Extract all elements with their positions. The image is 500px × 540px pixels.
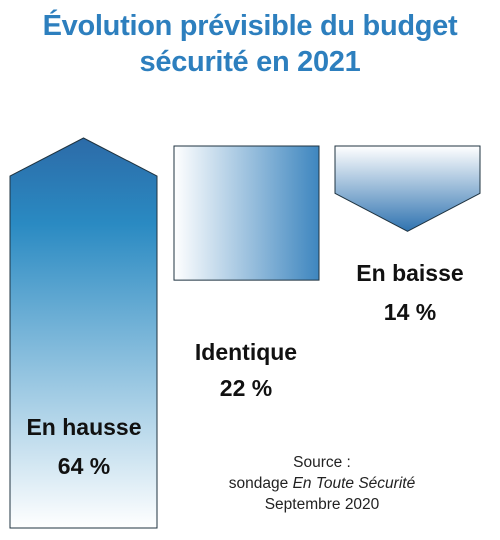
source-line-2-text: sondage: [228, 475, 293, 492]
source-line-3: Septembre 2020: [264, 496, 380, 513]
chart-title-line-1: Évolution prévisible du budget: [42, 10, 458, 42]
category-label-hausse: En hausse: [26, 414, 142, 440]
chart-title: Évolution prévisible du budget sécurité …: [0, 8, 500, 80]
chart-title-line-2: sécurité en 2021: [139, 46, 361, 78]
bar-identique: [173, 145, 320, 281]
source-line-2: sondage En Toute Sécurité: [202, 473, 442, 494]
bar-en-hausse: [9, 137, 158, 529]
category-label-identique: Identique: [194, 339, 298, 365]
source-note: Source : sondage En Toute Sécurité Septe…: [202, 452, 442, 515]
source-line-1: Source :: [293, 454, 351, 471]
source-publication-name: En Toute Sécurité: [292, 475, 416, 492]
value-label-hausse: 64 %: [57, 453, 111, 479]
bar-en-baisse: [334, 145, 481, 232]
value-label-baisse: 14 %: [383, 299, 437, 325]
value-label-identique: 22 %: [219, 375, 273, 401]
category-label-baisse: En baisse: [356, 260, 464, 286]
